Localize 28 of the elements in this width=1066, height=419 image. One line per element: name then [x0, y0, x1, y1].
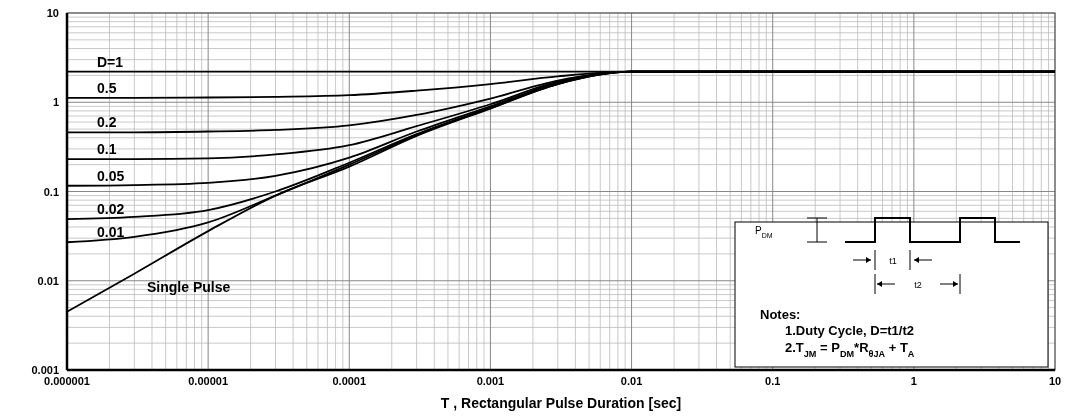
series-label: 0.02: [97, 201, 125, 218]
annotation: Notes:: [760, 307, 801, 322]
series-label: 0.5: [97, 79, 117, 96]
annotation: 2.T$_{JM}$ = P$_{DM}$*R$_{θJA}$ + T$_{A}$: [785, 340, 915, 359]
series-label: 0.2: [97, 114, 117, 131]
series-label: 0.1: [97, 141, 117, 158]
x-tick-label: 0.01: [620, 375, 643, 387]
series-label: 0.05: [97, 167, 125, 184]
x-tick-label: 0.000001: [44, 375, 90, 387]
y-tick-label: 0.001: [31, 364, 59, 376]
series-label: 0.01: [97, 224, 125, 241]
y-tick-label: 0.01: [37, 274, 59, 287]
x-tick-label: 0.001: [476, 375, 505, 387]
x-tick-label: 1: [910, 375, 917, 387]
x-tick-label: 0.1: [765, 375, 781, 387]
series-label: D=1: [97, 53, 124, 70]
y-tick-label: 1: [52, 96, 59, 109]
y-tick-label: 10: [46, 7, 59, 19]
annotation: t1: [889, 256, 897, 266]
x-tick-label: 10: [1048, 375, 1062, 387]
x-tick-label: 0.00001: [188, 375, 229, 387]
x-tick-label: 0.0001: [332, 375, 367, 387]
series-label: Single Pulse: [147, 278, 231, 295]
x-axis-title: T , Rectangular Pulse Duration [sec]: [440, 395, 682, 411]
y-tick-label: 0.1: [43, 185, 59, 198]
annotation: 1.Duty Cycle, D=t1/t2: [785, 323, 914, 338]
annotation: t2: [914, 280, 922, 290]
annotation: P$_{DM}$: [755, 225, 773, 239]
